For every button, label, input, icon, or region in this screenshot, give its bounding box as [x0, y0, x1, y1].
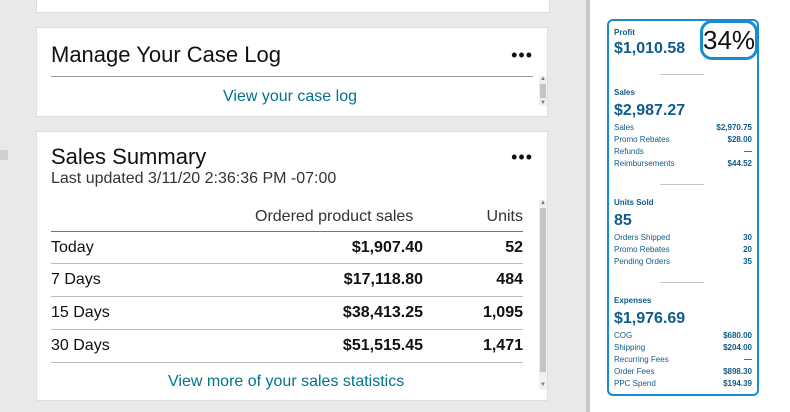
profit-label: Profit [614, 28, 635, 37]
scroll-down-icon[interactable]: ▼ [539, 100, 547, 106]
units-line: Orders Shipped 30 [614, 233, 752, 244]
line-value: $194.39 [723, 379, 752, 388]
sales-line: Reimbursements $44.52 [614, 159, 752, 170]
case-log-card: Manage Your Case Log ••• View your case … [36, 27, 548, 117]
row-label: Today [51, 239, 94, 257]
line-key: Order Fees [614, 367, 654, 376]
case-log-more-menu[interactable]: ••• [511, 50, 533, 60]
line-value: $44.52 [728, 159, 752, 168]
row-label: 7 Days [51, 271, 101, 289]
panel-divider [586, 0, 590, 412]
view-sales-statistics-link[interactable]: View more of your sales statistics [168, 373, 404, 391]
line-key: Shipping [614, 343, 645, 352]
side-tab [0, 150, 8, 160]
row-label: 15 Days [51, 304, 110, 322]
units-sold-value: 85 [614, 212, 632, 230]
line-key: Recurring Fees [614, 355, 669, 364]
table-row: 30 Days $51,515.45 1,471 [51, 329, 523, 363]
sales-line: Promo Rebates $28.00 [614, 135, 752, 146]
sales-summary-more-menu[interactable]: ••• [511, 152, 533, 162]
table-row: Today $1,907.40 52 [51, 231, 523, 264]
row-sales: $1,907.40 [352, 239, 423, 257]
scroll-up-icon[interactable]: ▲ [539, 76, 547, 82]
units-line: Pending Orders 35 [614, 257, 752, 268]
line-value: — [744, 147, 752, 156]
line-key: Reimbursements [614, 159, 674, 168]
expense-line: Recurring Fees — [614, 355, 752, 366]
expense-line: COG $680.00 [614, 331, 752, 342]
scroll-thumb[interactable] [540, 208, 546, 372]
table-row: 7 Days $17,118.80 484 [51, 263, 523, 296]
row-units: 1,095 [483, 304, 523, 322]
panel-separator [660, 282, 704, 283]
sales-summary-scrollbar[interactable]: ▲ ▼ [539, 200, 547, 390]
row-units: 1,471 [483, 337, 523, 355]
panel-separator [660, 74, 704, 75]
line-value: $28.00 [728, 135, 752, 144]
line-value: $2,970.75 [716, 123, 752, 132]
sales-value: $2,987.27 [614, 102, 685, 120]
line-key: Orders Shipped [614, 233, 670, 242]
line-key: COG [614, 331, 632, 340]
row-units: 484 [496, 271, 523, 289]
profit-value: $1,010.58 [614, 40, 685, 58]
row-label: 30 Days [51, 337, 110, 355]
panel-separator [660, 184, 704, 185]
column-header-sales: Ordered product sales [255, 208, 413, 226]
column-header-units: Units [487, 208, 523, 226]
table-row: 15 Days $38,413.25 1,095 [51, 296, 523, 329]
row-units: 52 [505, 239, 523, 257]
view-case-log-link[interactable]: View your case log [223, 88, 357, 106]
expense-line: PPC Spend $194.39 [614, 379, 752, 390]
previous-card [36, 0, 550, 13]
scroll-down-icon[interactable]: ▼ [539, 382, 547, 388]
line-key: Pending Orders [614, 257, 670, 266]
line-key: Promo Rebates [614, 135, 670, 144]
sales-summary-card: Sales Summary ••• Last updated 3/11/20 2… [36, 131, 548, 401]
row-sales: $38,413.25 [343, 304, 423, 322]
case-log-divider [51, 76, 533, 77]
line-value: 30 [743, 233, 752, 242]
line-value: $204.00 [723, 343, 752, 352]
sales-summary-title: Sales Summary [51, 144, 206, 170]
sales-line: Refunds — [614, 147, 752, 158]
last-updated-text: Last updated 3/11/20 2:36:36 PM -07:00 [51, 170, 336, 188]
case-log-title: Manage Your Case Log [51, 42, 281, 68]
expenses-value: $1,976.69 [614, 310, 685, 328]
sales-label: Sales [614, 88, 635, 97]
line-key: Refunds [614, 147, 644, 156]
line-value: 20 [743, 245, 752, 254]
row-sales: $51,515.45 [343, 337, 423, 355]
units-line: Promo Rebates 20 [614, 245, 752, 256]
line-key: Promo Rebates [614, 245, 670, 254]
profit-percent-badge: 34% [700, 20, 758, 60]
expenses-label: Expenses [614, 296, 651, 305]
expense-line: Order Fees $898.30 [614, 367, 752, 378]
scroll-thumb[interactable] [540, 84, 546, 98]
line-key: PPC Spend [614, 379, 656, 388]
expense-line: Shipping $204.00 [614, 343, 752, 354]
line-value: $898.30 [723, 367, 752, 376]
line-value: — [744, 355, 752, 364]
row-sales: $17,118.80 [344, 271, 423, 289]
line-value: $680.00 [723, 331, 752, 340]
case-log-scrollbar[interactable]: ▲ ▼ [539, 76, 547, 106]
scroll-up-icon[interactable]: ▲ [539, 200, 547, 206]
units-sold-label: Units Sold [614, 198, 654, 207]
line-value: 35 [743, 257, 752, 266]
line-key: Sales [614, 123, 634, 132]
sales-line: Sales $2,970.75 [614, 123, 752, 134]
